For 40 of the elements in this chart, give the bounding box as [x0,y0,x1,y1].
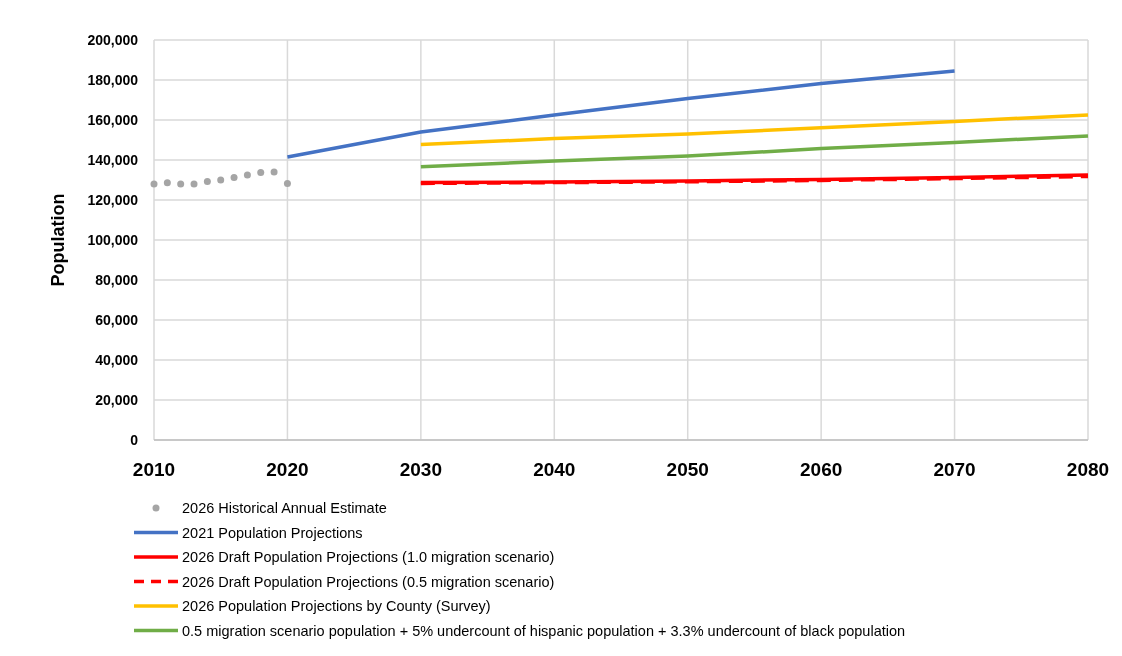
y-tick-label: 0 [130,431,139,448]
point [243,171,251,179]
y-tick-label: 40,000 [95,351,139,368]
point [230,173,238,181]
point [270,168,278,176]
y-tick-label: 20,000 [95,391,139,408]
y-tick-label: 200,000 [87,31,139,48]
x-tick-label: 2050 [666,459,709,480]
y-tick-label: 180,000 [87,71,139,88]
x-tick-label: 2070 [933,459,976,480]
point [283,179,291,187]
point [203,178,211,186]
legend-label: 2026 Historical Annual Estimate [182,500,387,517]
point [257,169,265,177]
x-tick-label: 2030 [399,459,442,480]
x-tick-label: 2080 [1066,459,1110,480]
legend-label: 2026 Draft Population Projections (0.5 migration scenario) [182,573,555,590]
y-tick-label: 80,000 [95,271,139,288]
legend-label: 2026 Draft Population Projections (1.0 migration scenario) [182,549,555,566]
y-axis-title: Population [48,193,68,287]
point [217,176,225,184]
y-tick-label: 60,000 [95,311,139,328]
x-tick-label: 2060 [800,459,843,480]
line-series [419,134,1090,169]
point [150,180,158,188]
x-tick-label: 2010 [132,459,176,480]
point [163,179,171,187]
y-tick-label: 120,000 [87,191,139,208]
legend-label: 2021 Population Projections [182,524,363,541]
y-tick-label: 100,000 [87,231,139,248]
y-tick-label: 140,000 [87,151,139,168]
legend-label: 0.5 migration scenario population + 5% undercount of hispanic population + 3.3% undercount of black population [182,622,906,639]
line-series [285,69,957,159]
y-tick-label: 160,000 [87,111,139,128]
x-tick-label: 2040 [533,459,576,480]
x-tick-label: 2020 [266,459,309,480]
point [177,180,185,188]
point [190,180,198,188]
line-series [419,113,1090,147]
legend-label: 2026 Population Projections by County (Survey) [182,598,491,615]
